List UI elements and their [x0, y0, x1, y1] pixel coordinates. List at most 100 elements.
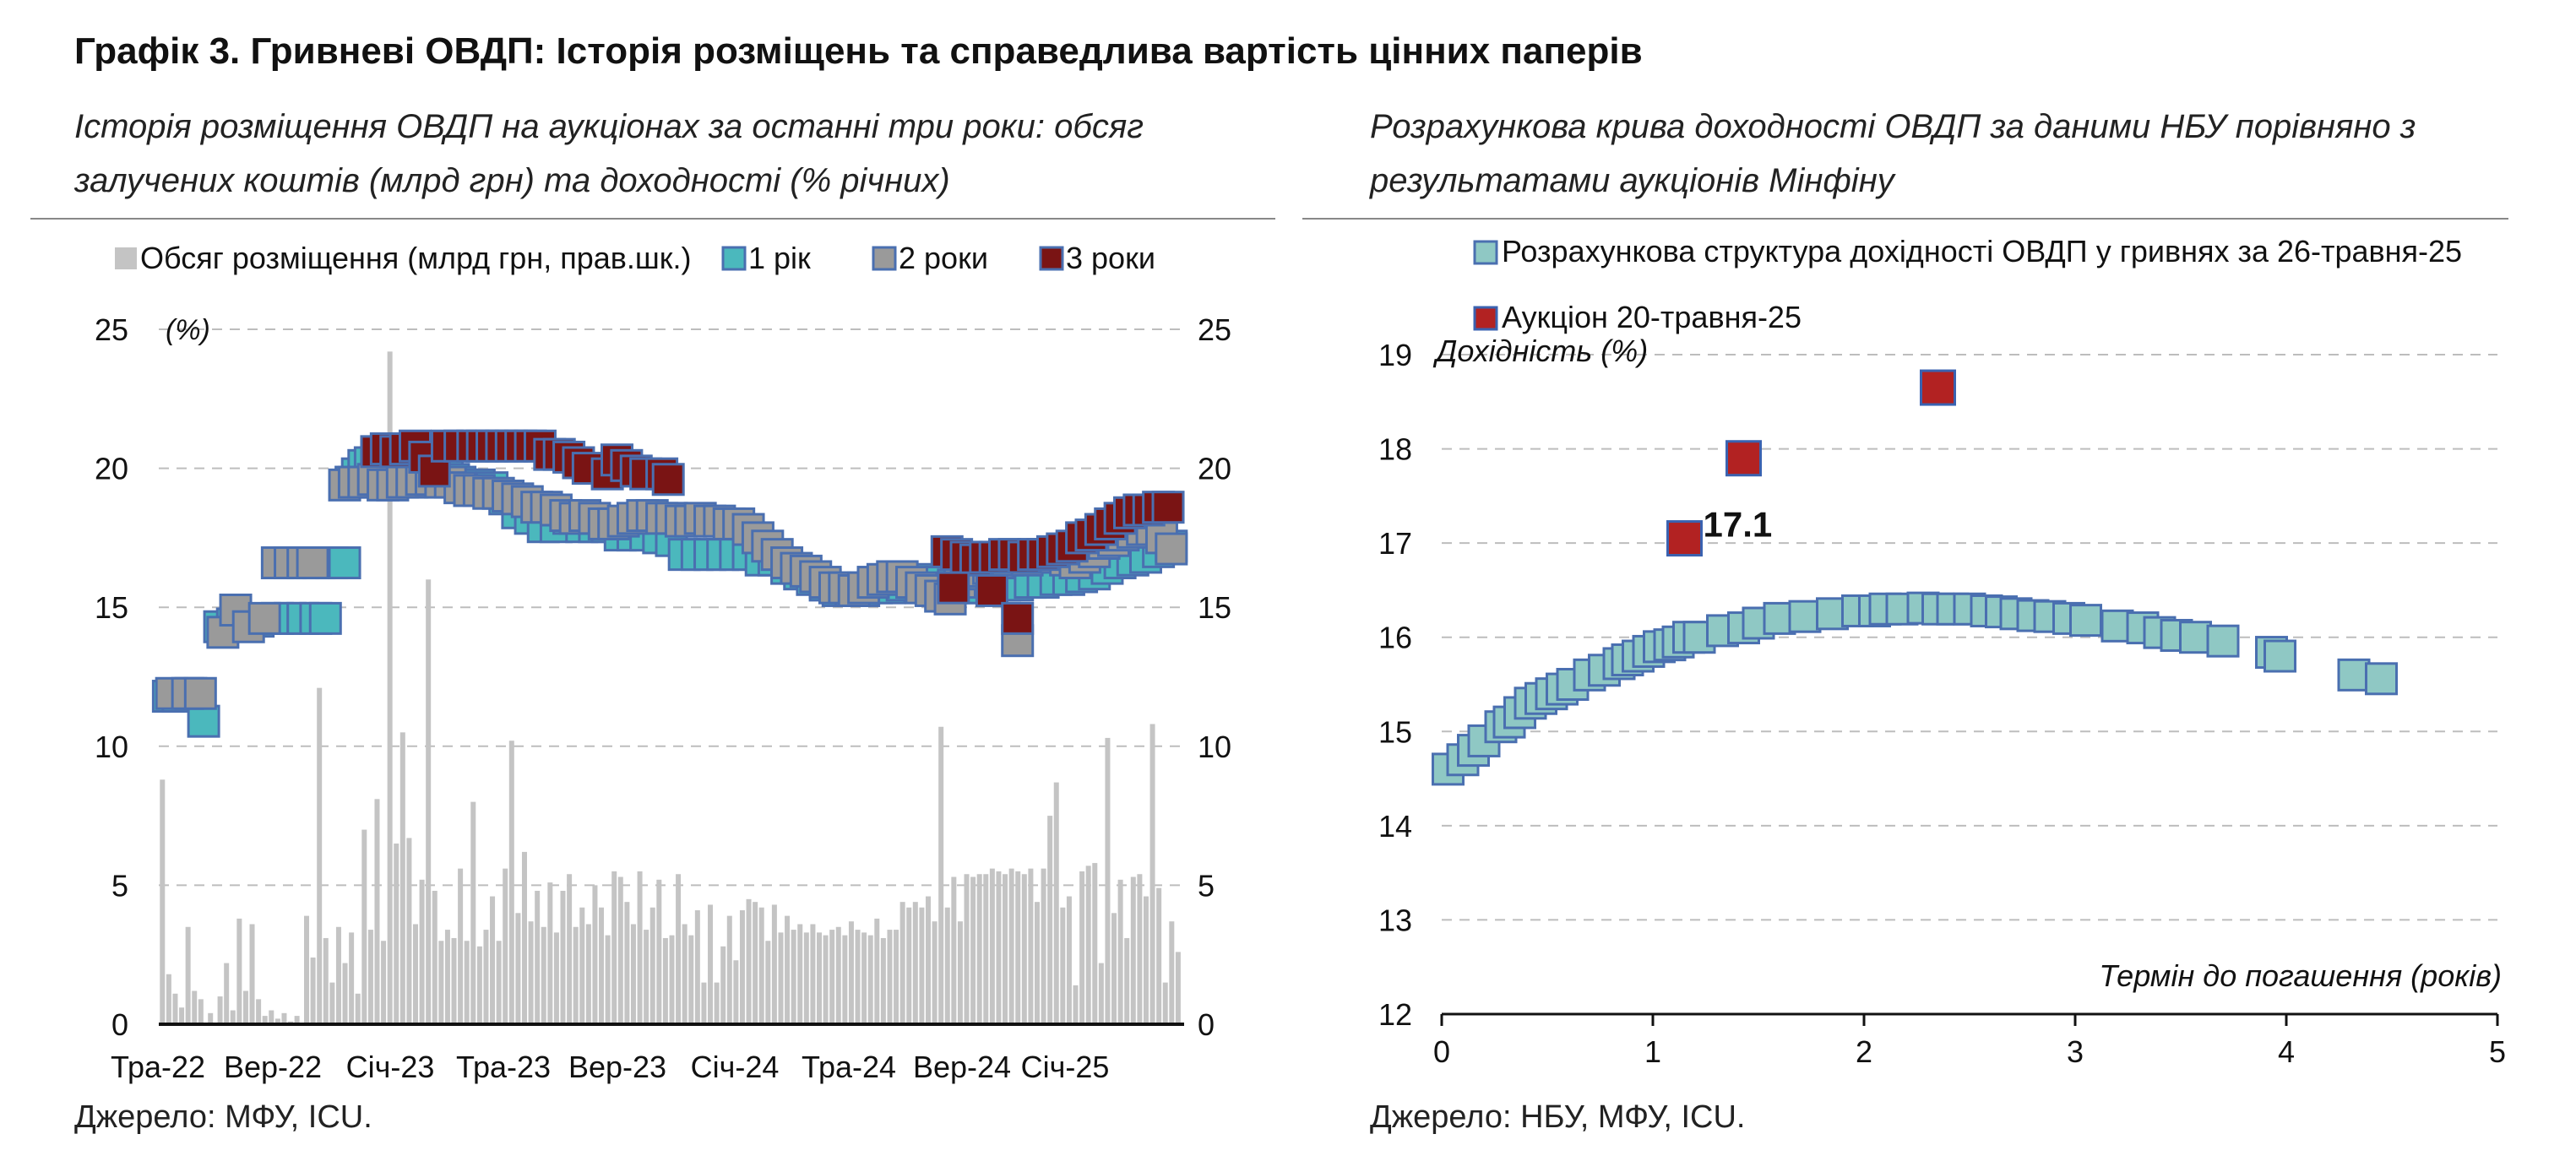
left-y2-tick-label: 0: [1198, 1007, 1215, 1042]
right-x-tick-label: 2: [1856, 1034, 1872, 1069]
volume-bar: [938, 726, 944, 1024]
volume-bar: [1073, 985, 1079, 1024]
volume-bar: [374, 799, 380, 1024]
volume-bar: [592, 885, 598, 1024]
volume-bar: [803, 932, 809, 1024]
left-x-tick-label: Січ-24: [691, 1050, 780, 1084]
three-year-point: [1001, 601, 1035, 635]
volume-bar: [726, 915, 732, 1024]
volume-bar: [349, 932, 355, 1024]
right-chart-subtitle: Розрахункова крива доходності ОВДП за да…: [1370, 108, 2416, 199]
volume-bar: [817, 932, 823, 1024]
volume-bar: [217, 996, 223, 1024]
volume-bar: [1060, 907, 1066, 1024]
volume-bar: [887, 930, 893, 1024]
volume-bar: [753, 902, 758, 1024]
three-year-point: [1151, 491, 1185, 524]
right-y-tick-label: 17: [1378, 526, 1412, 561]
volume-bar: [894, 930, 899, 1024]
volume-bar: [394, 844, 399, 1024]
volume-bar: [451, 937, 457, 1024]
volume-bar: [848, 921, 854, 1024]
volume-bar: [1021, 874, 1027, 1024]
left-unit-label: (%): [166, 314, 210, 346]
volume-bar: [919, 907, 925, 1024]
left-legend-label-y3: 3 роки: [1066, 241, 1155, 275]
volume-bar: [637, 871, 643, 1024]
volume-bar: [688, 935, 694, 1024]
volume-bar: [771, 904, 777, 1024]
volume-bar: [236, 918, 242, 1024]
volume-bar: [567, 874, 573, 1024]
left-y2-tick-label: 10: [1198, 730, 1231, 764]
volume-bar: [1092, 863, 1098, 1024]
left-y-tick-label: 15: [95, 590, 128, 625]
one-year-point: [308, 601, 342, 635]
volume-bar: [1053, 782, 1059, 1024]
left-y-tick-label: 5: [111, 868, 128, 903]
volume-bar: [547, 882, 553, 1024]
left-x-tick-label: Вер-23: [568, 1050, 666, 1084]
volume-bar: [503, 868, 508, 1024]
volume-bar: [932, 921, 937, 1024]
volume-bar: [976, 874, 982, 1024]
two-year-point: [183, 676, 217, 710]
volume-bar: [224, 963, 230, 1024]
volume-bar: [515, 913, 521, 1024]
volume-bar: [329, 982, 335, 1024]
left-legend-swatch-y3: [1039, 246, 1064, 271]
volume-bar: [630, 924, 636, 1024]
volume-bar: [1098, 963, 1104, 1024]
volume-bar: [1105, 737, 1111, 1024]
left-x-tick-label: Тра-24: [802, 1050, 896, 1084]
auction-point: [1725, 440, 1762, 477]
volume-bar: [676, 874, 682, 1024]
volume-bar: [317, 687, 323, 1024]
volume-bar: [413, 924, 418, 1024]
volume-bar: [208, 1012, 214, 1024]
three-year-point: [937, 571, 970, 605]
volume-bar: [535, 890, 541, 1024]
volume-bar: [957, 921, 963, 1024]
volume-bar: [1143, 896, 1149, 1024]
left-y-tick-label: 10: [95, 730, 128, 764]
left-x-tick-label: Тра-22: [111, 1050, 205, 1084]
volume-bar: [274, 1018, 280, 1024]
volume-bar: [579, 907, 585, 1024]
volume-bar: [508, 741, 514, 1024]
volume-bar: [989, 868, 995, 1024]
three-year-point: [975, 573, 1008, 607]
volume-bar: [355, 993, 361, 1024]
volume-bar: [1169, 921, 1175, 1024]
left-x-tick-label: Січ-25: [1021, 1050, 1110, 1084]
volume-bar: [1175, 952, 1181, 1024]
left-x-tick-label: Січ-23: [346, 1050, 435, 1084]
left-y2-tick-label: 20: [1198, 452, 1231, 486]
left-chart-source: Джерело: МФУ, ICU.: [74, 1099, 372, 1135]
volume-bar: [573, 926, 579, 1024]
volume-bar: [528, 921, 534, 1024]
left-legend-swatch-y1: [721, 246, 747, 271]
right-y-axis-title: Дохідність (%): [1432, 334, 1648, 368]
volume-bar: [381, 941, 387, 1024]
volume-bar: [185, 926, 191, 1024]
volume-bar: [912, 902, 918, 1024]
volume-bar: [230, 1010, 236, 1024]
volume-bar: [310, 957, 316, 1024]
volume-bar: [198, 999, 204, 1024]
right-x-tick-label: 3: [2067, 1034, 2084, 1069]
volume-bar: [739, 910, 745, 1024]
volume-bar: [682, 924, 687, 1024]
right-legend-swatch-auction: [1473, 306, 1498, 331]
right-x-axis-title: Термін до погашення (років): [2099, 958, 2502, 993]
volume-bar: [1041, 868, 1046, 1024]
volume-bar: [496, 941, 502, 1024]
volume-bar: [521, 851, 527, 1024]
volume-bar: [399, 732, 405, 1024]
right-y-tick-label: 16: [1378, 621, 1412, 655]
auction-point: [1920, 369, 1956, 406]
volume-bar: [899, 902, 905, 1024]
left-legend-label-y2: 2 роки: [899, 241, 988, 275]
left-legend-swatch-bars: [115, 247, 137, 269]
volume-bar: [906, 907, 912, 1024]
